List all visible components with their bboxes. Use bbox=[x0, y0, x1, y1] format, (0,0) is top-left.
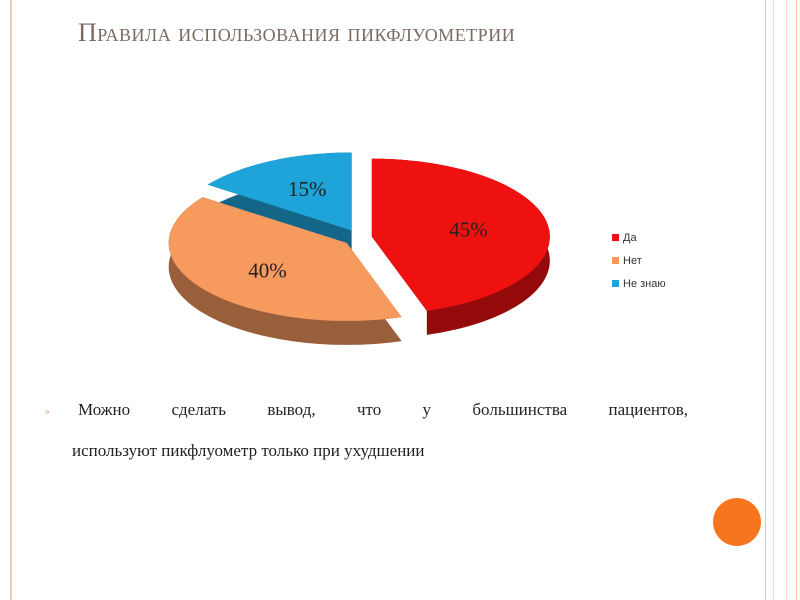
pie-slice-yes bbox=[371, 158, 550, 311]
legend-label-no: Нет bbox=[623, 254, 642, 267]
chart-legend: Да Нет Не знаю bbox=[612, 226, 666, 295]
legend-swatch-yes bbox=[612, 234, 619, 241]
frame-right-border bbox=[765, 0, 797, 600]
bullet-text-line1: Можно сделать вывод, что у большинства п… bbox=[78, 400, 688, 419]
legend-swatch-no bbox=[612, 257, 619, 264]
legend-swatch-dont-know bbox=[612, 280, 619, 287]
frame-left-line bbox=[10, 0, 12, 600]
bullet-text-line2: используют пикфлуометр только при ухудше… bbox=[72, 441, 425, 460]
decorative-orange-circle bbox=[713, 498, 761, 546]
frame-right-inner-border bbox=[773, 0, 787, 600]
legend-label-dont-know: Не знаю bbox=[623, 277, 666, 290]
slide-title: Правила использования пикфлуометрии bbox=[78, 18, 516, 47]
legend-item-dont-know: Не знаю bbox=[612, 272, 666, 295]
pie-chart: 45% 40% 15% bbox=[168, 152, 550, 345]
legend-item-yes: Да bbox=[612, 226, 666, 249]
pie-slice-no bbox=[168, 197, 402, 321]
pie-slice-dont-know bbox=[207, 152, 352, 231]
bullet-icon: ◦ bbox=[45, 404, 50, 419]
legend-item-no: Нет bbox=[612, 249, 666, 272]
pie-label-no: 40% bbox=[248, 258, 287, 282]
pie-label-yes: 45% bbox=[449, 217, 488, 241]
legend-label-yes: Да bbox=[623, 231, 637, 244]
pie-label-dont-know: 15% bbox=[288, 177, 327, 201]
